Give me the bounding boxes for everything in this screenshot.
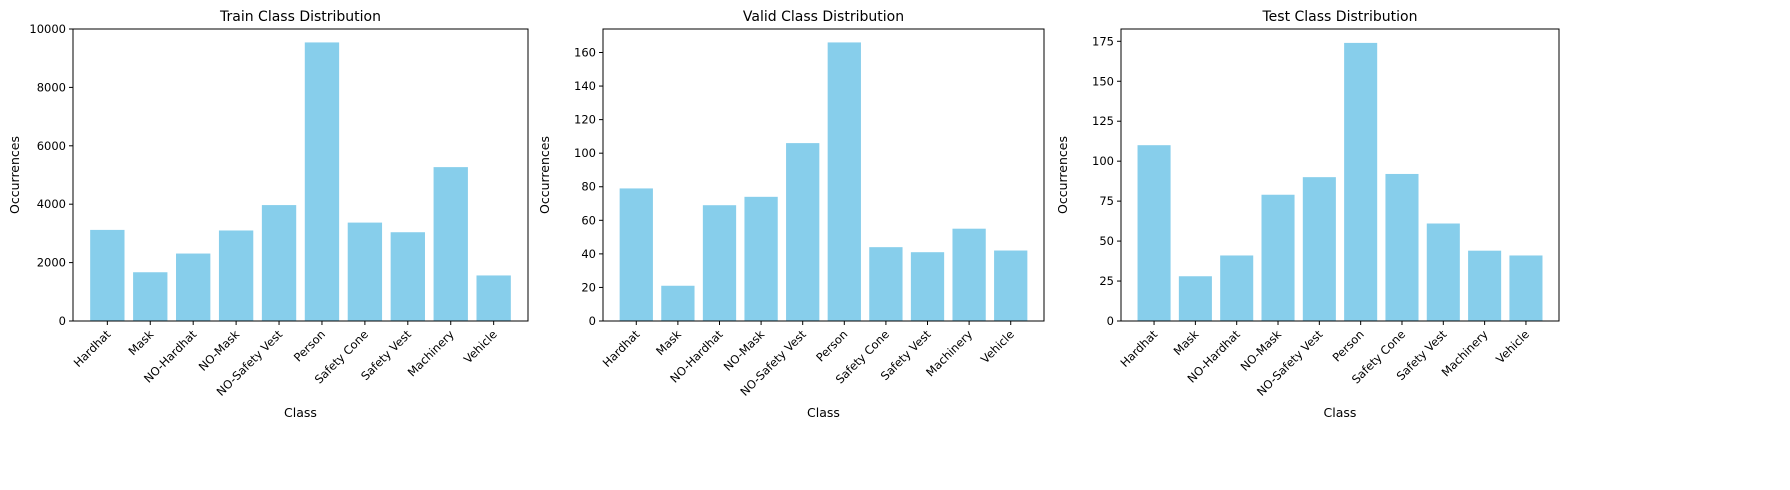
valid-ytick-label: 120 [574,113,596,127]
test-ytick-label: 100 [1092,154,1114,168]
valid-ytick-label: 80 [581,180,596,194]
train-ytick-label: 8000 [37,80,66,94]
valid-xtick-label-hardhat: Hardhat [600,327,643,370]
valid-ytick-label: 140 [574,79,596,93]
train-bar-safety-vest [390,232,425,321]
train-xtick-label-hardhat: Hardhat [71,327,114,370]
valid-ytick-label: 0 [589,314,596,328]
valid-axes-frame [602,28,1045,322]
valid-bar-person [827,42,861,322]
valid-bar-machinery [952,228,986,321]
train-ytick-label: 6000 [37,139,66,153]
test-ytick-label: 25 [1099,274,1114,288]
train-bar-hardhat [90,229,125,321]
valid-xtick-label-vehicle: Vehicle [978,327,1017,366]
train-bar-safety-cone [347,222,383,321]
valid-chart-title: Valid Class Distribution [743,9,904,25]
test-bar-no-mask [1261,194,1295,321]
train-xtick-label-machinery: Machinery [405,327,457,379]
valid-bar-mask [661,285,695,321]
train-xtick-label-vehicle: Vehicle [461,327,500,366]
train-axes-frame [72,28,529,322]
test-xtick-label-hardhat: Hardhat [1117,327,1160,370]
test-bar-vehicle [1509,255,1543,321]
train-xtick-label-person: Person [291,327,328,364]
test-y-axis-label: Occurrences [1055,136,1070,214]
valid-bar-no-safety-vest [786,143,820,321]
train-bar-mask [133,272,168,321]
test-bar-person [1344,42,1378,322]
valid-ytick-label: 100 [574,146,596,160]
train-chart-title: Train Class Distribution [219,9,381,25]
train-ytick-label: 10000 [29,22,66,36]
test-ytick-label: 50 [1099,234,1114,248]
train-ytick-label: 2000 [37,256,66,270]
valid-x-axis-label: Class [807,405,840,420]
valid-ytick-label: 160 [574,45,596,59]
test-bar-mask [1178,276,1212,321]
test-bar-safety-cone [1385,173,1419,321]
valid-bar-safety-cone [869,247,903,321]
test-x-axis-label: Class [1324,405,1357,420]
test-bar-machinery [1468,250,1502,321]
test-xtick-label-vehicle: Vehicle [1493,327,1532,366]
test-bar-hardhat [1137,145,1171,321]
valid-bar-no-mask [744,196,778,321]
train-bar-vehicle [476,275,511,321]
valid-y-axis-label: Occurrences [537,136,552,214]
test-ytick-label: 150 [1092,74,1114,88]
train-bar-person [304,42,340,322]
train-y-axis-label: Occurrences [7,136,22,214]
test-ytick-label: 75 [1099,194,1114,208]
valid-bar-hardhat [619,188,653,321]
valid-xtick-label-mask: Mask [653,327,684,358]
test-chart-title: Test Class Distribution [1262,9,1418,25]
test-xtick-label-mask: Mask [1171,327,1202,358]
train-xtick-label-mask: Mask [126,327,157,358]
test-bar-no-safety-vest [1302,177,1336,321]
valid-xtick-label-person: Person [813,327,850,364]
test-bar-safety-vest [1426,223,1460,321]
valid-bar-vehicle [994,250,1028,321]
train-bar-no-mask [218,230,254,321]
valid-bar-safety-vest [910,252,945,321]
train-bar-no-safety-vest [261,205,297,321]
train-ytick-label: 0 [59,314,66,328]
train-x-axis-label: Class [284,405,317,420]
test-ytick-label: 125 [1092,114,1114,128]
test-ytick-label: 0 [1107,314,1114,328]
test-axes-frame [1120,28,1560,322]
valid-ytick-label: 20 [581,280,596,294]
train-ytick-label: 4000 [37,197,66,211]
valid-ytick-label: 60 [581,213,596,227]
valid-ytick-label: 40 [581,247,596,261]
train-bar-machinery [433,167,468,321]
test-ytick-label: 175 [1092,34,1114,48]
train-bar-no-hardhat [176,253,211,321]
valid-bar-no-hardhat [702,205,737,321]
test-xtick-label-person: Person [1330,327,1367,364]
test-bar-no-hardhat [1220,255,1254,321]
